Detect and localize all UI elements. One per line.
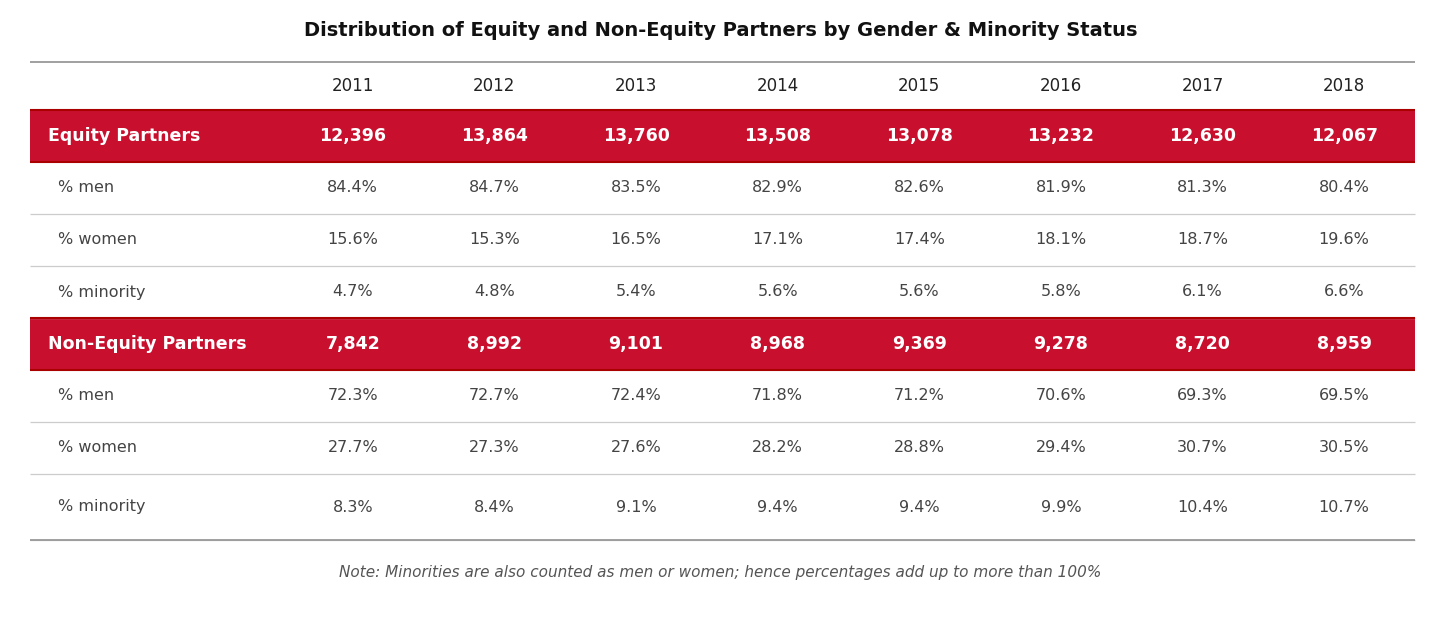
Bar	[30, 474, 1415, 540]
Text: 13,864: 13,864	[461, 127, 527, 145]
Text: 71.2%: 71.2%	[893, 389, 945, 404]
Text: % men: % men	[58, 389, 114, 404]
Bar	[30, 110, 1415, 162]
Text: Note: Minorities are also counted as men or women; hence percentages add up to m: Note: Minorities are also counted as men…	[339, 565, 1102, 580]
Text: 70.6%: 70.6%	[1036, 389, 1087, 404]
Text: 2017: 2017	[1182, 77, 1223, 95]
Text: 8,968: 8,968	[751, 335, 806, 353]
Text: 2011: 2011	[331, 77, 375, 95]
Text: 13,508: 13,508	[744, 127, 811, 145]
Text: 81.9%: 81.9%	[1036, 180, 1087, 195]
Text: 10.7%: 10.7%	[1319, 499, 1369, 515]
Text: 9.4%: 9.4%	[899, 499, 940, 515]
Text: % men: % men	[58, 180, 114, 195]
Text: 2015: 2015	[898, 77, 941, 95]
Text: 4.7%: 4.7%	[333, 284, 373, 300]
Bar	[30, 318, 1415, 370]
Text: 81.3%: 81.3%	[1177, 180, 1228, 195]
Text: 10.4%: 10.4%	[1177, 499, 1228, 515]
Text: % women: % women	[58, 441, 137, 455]
Text: 72.4%: 72.4%	[611, 389, 661, 404]
Text: 2018: 2018	[1323, 77, 1365, 95]
Text: % minority: % minority	[58, 284, 146, 300]
Text: 27.3%: 27.3%	[470, 441, 520, 455]
Text: 15.3%: 15.3%	[470, 232, 520, 247]
Text: 2014: 2014	[757, 77, 798, 95]
Text: 27.7%: 27.7%	[327, 441, 378, 455]
Text: 80.4%: 80.4%	[1319, 180, 1369, 195]
Text: 2013: 2013	[615, 77, 657, 95]
Text: 8.3%: 8.3%	[333, 499, 373, 515]
Text: 15.6%: 15.6%	[327, 232, 378, 247]
Text: 8,992: 8,992	[467, 335, 522, 353]
Text: 7,842: 7,842	[326, 335, 380, 353]
Text: 83.5%: 83.5%	[611, 180, 661, 195]
Text: 17.1%: 17.1%	[752, 232, 803, 247]
Text: 69.5%: 69.5%	[1319, 389, 1369, 404]
Text: 19.6%: 19.6%	[1319, 232, 1369, 247]
Text: % women: % women	[58, 232, 137, 247]
Text: Equity Partners: Equity Partners	[48, 127, 200, 145]
Text: 13,232: 13,232	[1027, 127, 1094, 145]
Text: 29.4%: 29.4%	[1036, 441, 1087, 455]
Text: 8.4%: 8.4%	[474, 499, 514, 515]
Text: 30.5%: 30.5%	[1319, 441, 1369, 455]
Text: 12,630: 12,630	[1169, 127, 1236, 145]
Text: 8,720: 8,720	[1174, 335, 1231, 353]
Bar	[30, 214, 1415, 266]
Text: 8,959: 8,959	[1317, 335, 1372, 353]
Text: 71.8%: 71.8%	[752, 389, 803, 404]
Text: Distribution of Equity and Non-Equity Partners by Gender & Minority Status: Distribution of Equity and Non-Equity Pa…	[304, 22, 1137, 41]
Text: 12,067: 12,067	[1311, 127, 1378, 145]
Text: 9.1%: 9.1%	[615, 499, 657, 515]
Text: % minority: % minority	[58, 499, 146, 515]
Text: 9.4%: 9.4%	[758, 499, 798, 515]
Bar	[30, 162, 1415, 214]
Text: 9,101: 9,101	[608, 335, 663, 353]
Text: 72.7%: 72.7%	[470, 389, 520, 404]
Text: 82.9%: 82.9%	[752, 180, 803, 195]
Text: 16.5%: 16.5%	[611, 232, 661, 247]
Text: 82.6%: 82.6%	[893, 180, 945, 195]
Text: 28.2%: 28.2%	[752, 441, 803, 455]
Bar	[30, 422, 1415, 474]
Text: 72.3%: 72.3%	[327, 389, 378, 404]
Text: 13,760: 13,760	[602, 127, 670, 145]
Text: 4.8%: 4.8%	[474, 284, 514, 300]
Text: 69.3%: 69.3%	[1177, 389, 1228, 404]
Bar	[30, 370, 1415, 422]
Text: 9.9%: 9.9%	[1040, 499, 1081, 515]
Text: 84.7%: 84.7%	[468, 180, 520, 195]
Text: 9,278: 9,278	[1033, 335, 1088, 353]
Text: 27.6%: 27.6%	[611, 441, 661, 455]
Text: 18.1%: 18.1%	[1036, 232, 1087, 247]
Text: 17.4%: 17.4%	[893, 232, 945, 247]
Text: 18.7%: 18.7%	[1177, 232, 1228, 247]
Text: 9,369: 9,369	[892, 335, 947, 353]
Text: 12,396: 12,396	[320, 127, 386, 145]
Text: 5.4%: 5.4%	[615, 284, 656, 300]
Text: 13,078: 13,078	[886, 127, 953, 145]
Text: 6.6%: 6.6%	[1324, 284, 1365, 300]
Bar	[30, 266, 1415, 318]
Text: 2012: 2012	[473, 77, 516, 95]
Text: 84.4%: 84.4%	[327, 180, 378, 195]
Text: 30.7%: 30.7%	[1177, 441, 1228, 455]
Text: 5.8%: 5.8%	[1040, 284, 1081, 300]
Text: 5.6%: 5.6%	[899, 284, 940, 300]
Text: 6.1%: 6.1%	[1182, 284, 1223, 300]
Text: 28.8%: 28.8%	[893, 441, 945, 455]
Text: 5.6%: 5.6%	[758, 284, 798, 300]
Text: Non-Equity Partners: Non-Equity Partners	[48, 335, 246, 353]
Text: 2016: 2016	[1040, 77, 1082, 95]
